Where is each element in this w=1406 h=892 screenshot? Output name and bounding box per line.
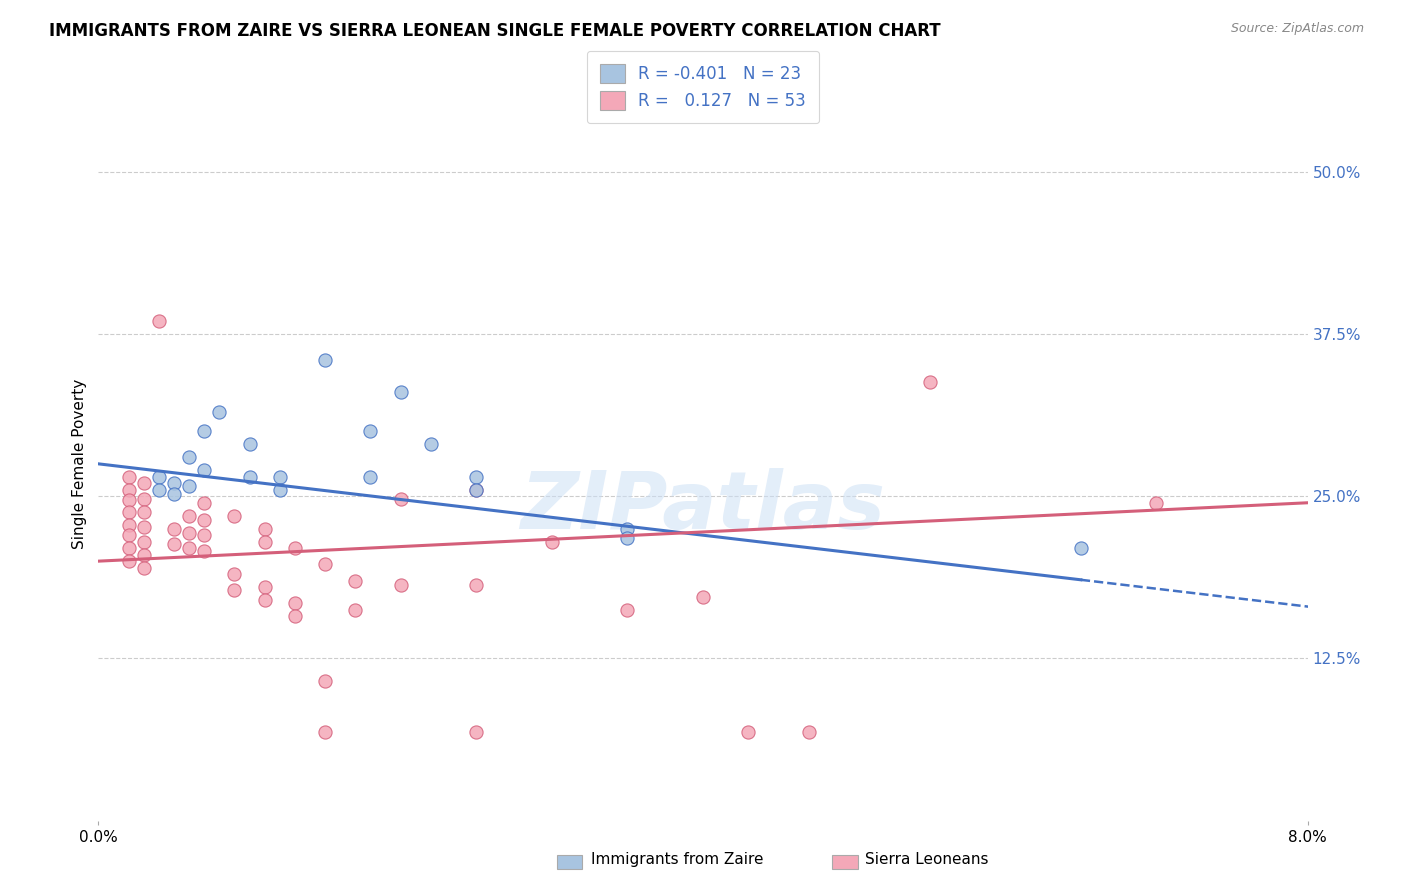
Point xyxy=(193,543,215,558)
Point xyxy=(269,483,291,497)
Text: Sierra Leoneans: Sierra Leoneans xyxy=(865,852,988,867)
Point xyxy=(269,470,291,484)
Point xyxy=(344,574,367,588)
Point xyxy=(132,548,155,562)
Point xyxy=(389,385,412,400)
Point xyxy=(118,483,141,497)
Point xyxy=(465,725,488,739)
Text: Immigrants from Zaire: Immigrants from Zaire xyxy=(591,852,763,867)
Point xyxy=(284,541,307,556)
Point xyxy=(616,603,638,617)
Point xyxy=(314,673,336,688)
Point xyxy=(132,505,155,519)
Point xyxy=(118,517,141,532)
Point xyxy=(224,567,246,582)
Point xyxy=(389,577,412,591)
Point xyxy=(163,476,186,491)
Point xyxy=(360,425,382,439)
Point xyxy=(208,405,231,419)
Y-axis label: Single Female Poverty: Single Female Poverty xyxy=(72,379,87,549)
Point xyxy=(148,483,170,497)
Point xyxy=(284,596,307,610)
Legend: R = -0.401   N = 23, R =   0.127   N = 53: R = -0.401 N = 23, R = 0.127 N = 53 xyxy=(586,51,820,123)
Point xyxy=(193,425,215,439)
Point xyxy=(616,522,638,536)
Point xyxy=(465,470,488,484)
Point xyxy=(616,531,638,545)
Point xyxy=(179,508,201,523)
Point xyxy=(797,725,820,739)
Point xyxy=(193,528,215,542)
Text: ZIPatlas: ZIPatlas xyxy=(520,467,886,546)
Point xyxy=(253,522,276,536)
Point xyxy=(1146,496,1168,510)
Point xyxy=(420,437,443,451)
Point xyxy=(193,513,215,527)
Point xyxy=(465,483,488,497)
Point xyxy=(179,541,201,556)
Point xyxy=(314,353,336,368)
Point xyxy=(314,725,336,739)
Point xyxy=(253,580,276,594)
Point xyxy=(314,557,336,571)
Point xyxy=(253,593,276,607)
Point xyxy=(284,608,307,623)
Text: Source: ZipAtlas.com: Source: ZipAtlas.com xyxy=(1230,22,1364,36)
Point xyxy=(163,522,186,536)
Point xyxy=(163,537,186,551)
Point xyxy=(918,375,941,389)
Point xyxy=(118,554,141,568)
Point xyxy=(132,520,155,534)
Point xyxy=(239,437,262,451)
Point xyxy=(193,463,215,477)
Point xyxy=(1070,541,1092,556)
Point xyxy=(360,470,382,484)
Point xyxy=(193,496,215,510)
Point xyxy=(132,491,155,506)
Point xyxy=(253,534,276,549)
Point xyxy=(465,483,488,497)
Point xyxy=(737,725,759,739)
Point xyxy=(224,582,246,597)
Point xyxy=(540,534,562,549)
Point xyxy=(132,560,155,574)
Point xyxy=(692,591,714,605)
Point xyxy=(465,577,488,591)
Point xyxy=(239,470,262,484)
Point xyxy=(118,541,141,556)
Point xyxy=(389,491,412,506)
Point xyxy=(132,534,155,549)
Point xyxy=(163,486,186,500)
Point xyxy=(118,470,141,484)
Text: IMMIGRANTS FROM ZAIRE VS SIERRA LEONEAN SINGLE FEMALE POVERTY CORRELATION CHART: IMMIGRANTS FROM ZAIRE VS SIERRA LEONEAN … xyxy=(49,22,941,40)
Point xyxy=(148,314,170,328)
Point xyxy=(132,476,155,491)
Point xyxy=(179,450,201,465)
Point xyxy=(148,470,170,484)
Point xyxy=(118,528,141,542)
Point xyxy=(344,603,367,617)
Point xyxy=(179,525,201,540)
Point xyxy=(179,479,201,493)
Point xyxy=(224,508,246,523)
Point xyxy=(118,505,141,519)
Point xyxy=(118,493,141,508)
